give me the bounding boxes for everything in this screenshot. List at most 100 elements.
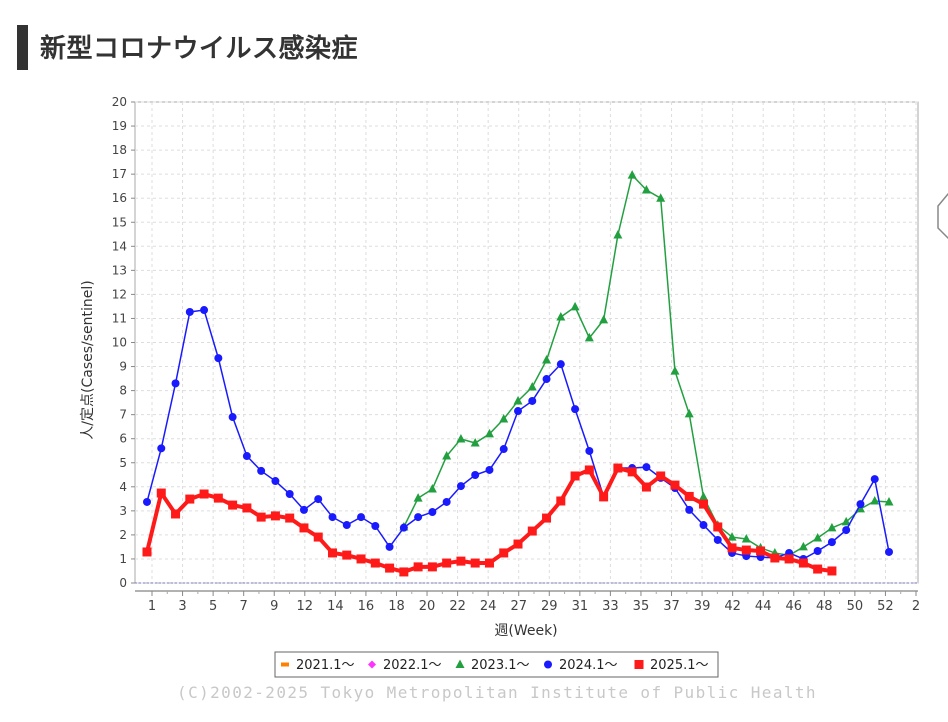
x-tick-label: 27: [510, 599, 527, 614]
data-point: [556, 312, 566, 321]
x-tick-label: 31: [572, 599, 589, 614]
y-tick-label: 6: [119, 432, 127, 446]
y-tick-label: 18: [112, 143, 127, 157]
data-point: [171, 509, 181, 519]
data-point: [285, 513, 295, 523]
data-point: [157, 444, 166, 453]
data-point: [484, 428, 494, 438]
data-point: [285, 490, 294, 499]
data-point: [499, 413, 509, 423]
data-point: [313, 532, 323, 542]
x-axis-label: 週(Week): [494, 623, 557, 639]
data-point: [143, 497, 151, 506]
series-layer: [142, 170, 894, 577]
data-point: [641, 482, 651, 492]
legend-marker-diamond: [368, 660, 376, 669]
y-tick-label: 7: [119, 408, 127, 422]
data-point: [485, 465, 494, 474]
data-point: [242, 452, 251, 461]
data-point: [542, 513, 552, 523]
y-tick-label: 12: [112, 287, 127, 301]
page-title: 新型コロナウイルス感染症: [40, 34, 359, 64]
x-tick-label: 22: [449, 599, 466, 614]
x-tick-label: 46: [785, 599, 802, 614]
legend-box: [274, 651, 719, 678]
data-point: [271, 477, 280, 486]
data-point: [456, 482, 465, 491]
data-point: [670, 480, 680, 490]
x-tick-label: 3: [178, 599, 186, 614]
hexagon-button-icon[interactable]: [936, 192, 948, 240]
data-point: [200, 306, 209, 315]
data-point: [142, 547, 152, 557]
data-point: [656, 471, 666, 481]
data-point: [413, 562, 423, 572]
copyright-text: (C)2002-2025 Tokyo Metropolitan Institut…: [177, 683, 817, 702]
data-point: [570, 301, 580, 311]
data-point: [513, 395, 523, 405]
data-point: [470, 438, 480, 447]
data-point: [570, 471, 580, 481]
data-point: [385, 563, 395, 573]
data-point: [514, 407, 522, 416]
data-point: [885, 547, 893, 556]
legend-marker-circle: [544, 660, 552, 669]
y-tick-label: 20: [112, 95, 127, 109]
data-point: [556, 360, 565, 369]
data-point: [328, 548, 337, 558]
x-tick-label: 39: [694, 599, 711, 614]
data-point: [456, 433, 466, 443]
data-point: [528, 396, 537, 405]
x-tick-label: 16: [358, 599, 375, 614]
data-point: [342, 550, 352, 560]
data-point: [299, 505, 308, 514]
data-point: [656, 193, 666, 202]
x-tick-label: 48: [816, 599, 833, 614]
data-point: [827, 566, 837, 576]
data-point: [841, 516, 851, 526]
data-point: [884, 496, 894, 506]
data-point: [813, 547, 822, 556]
y-tick-label: 1: [119, 552, 127, 566]
data-point: [813, 564, 823, 574]
data-point: [213, 493, 223, 503]
data-point: [442, 558, 452, 568]
data-point: [442, 497, 451, 506]
data-point: [741, 545, 751, 555]
title-accent-bar: [17, 25, 28, 70]
data-point: [585, 446, 594, 455]
data-point: [813, 533, 823, 542]
x-tick-label: 18: [388, 599, 405, 614]
x-tick-label: 14: [327, 599, 344, 614]
data-point: [256, 512, 266, 522]
x-tick-label: 52: [877, 599, 894, 614]
data-point: [257, 466, 266, 475]
series-2025.1～: [142, 463, 837, 577]
y-tick-label: 8: [119, 384, 127, 398]
data-point: [484, 558, 494, 568]
x-tick-label: 35: [633, 599, 650, 614]
y-tick-label: 9: [119, 360, 127, 374]
legend-marker-rect-small: [281, 662, 289, 667]
data-point: [399, 523, 408, 532]
data-point: [713, 535, 722, 544]
data-point: [627, 170, 637, 179]
y-tick-label: 16: [112, 191, 127, 205]
legend-label: 2023.1～: [471, 658, 530, 673]
x-tick-label: 37: [663, 599, 680, 614]
series-2024.1～: [143, 306, 893, 563]
data-point: [499, 548, 509, 558]
legend-marker-square: [634, 660, 644, 669]
data-point: [599, 314, 609, 324]
x-tick-label: 12: [297, 599, 314, 614]
legend-label: 2025.1～: [650, 658, 709, 673]
data-point: [428, 508, 437, 517]
x-tick-label: 24: [480, 599, 497, 614]
data-point: [357, 513, 366, 522]
data-point: [727, 543, 737, 553]
data-point: [627, 467, 637, 477]
data-point: [199, 489, 209, 499]
data-point: [699, 491, 708, 501]
